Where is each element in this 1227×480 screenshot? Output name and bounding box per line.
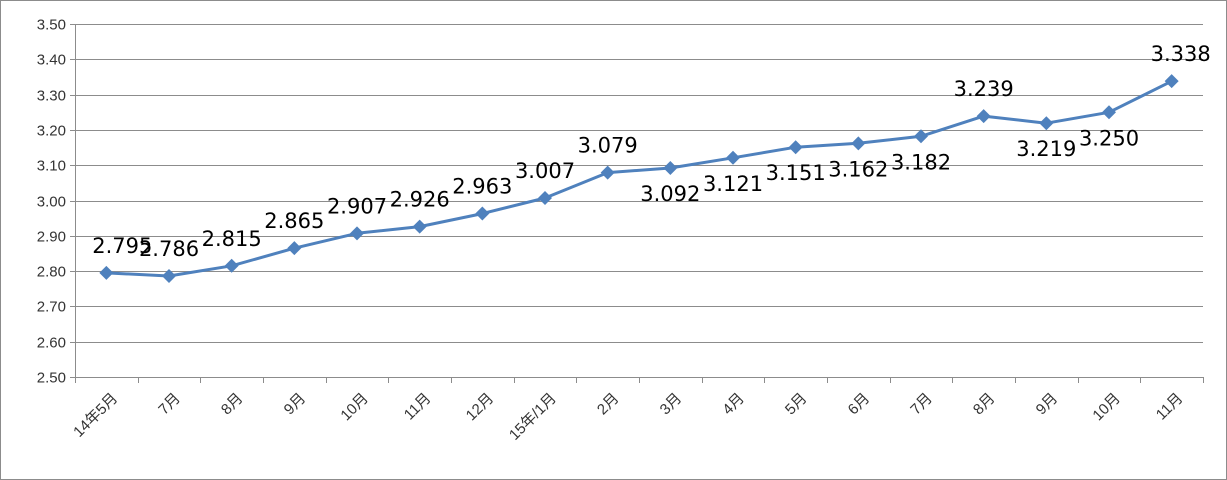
data-point-marker — [1102, 105, 1116, 120]
x-tick-label: 7月 — [155, 390, 184, 419]
x-tick-label: 9月 — [1033, 390, 1062, 419]
x-tick-label: 11月 — [1153, 390, 1187, 424]
data-point-marker — [99, 265, 114, 280]
data-point-marker — [287, 241, 302, 256]
x-tick-label: 8月 — [218, 390, 247, 419]
data-label: 3.338 — [1151, 42, 1211, 66]
x-tick-label: 11月 — [401, 390, 435, 424]
gridlines — [75, 24, 1203, 378]
data-point-marker — [726, 150, 740, 165]
data-label: 3.182 — [891, 150, 951, 174]
axes — [70, 24, 1204, 383]
x-tick-label: 15年/1月 — [506, 390, 560, 444]
data-point-marker — [976, 109, 991, 124]
data-point-marker — [538, 191, 552, 206]
data-label: 2.815 — [202, 227, 262, 251]
data-point-marker — [224, 258, 239, 273]
data-point-marker — [162, 269, 176, 284]
data-label: 2.963 — [452, 175, 512, 199]
series-line-path — [106, 79, 1173, 278]
y-tick-label: 2.90 — [37, 229, 66, 246]
data-point-marker — [475, 206, 490, 221]
data-point-marker — [1039, 116, 1054, 131]
x-tick-label: 2月 — [594, 390, 623, 419]
y-tick-label: 3.30 — [37, 88, 66, 105]
data-label: 3.007 — [515, 159, 575, 183]
data-point-marker — [1164, 74, 1179, 89]
x-tick-label: 7月 — [907, 390, 936, 419]
x-tick-label: 5月 — [782, 390, 811, 419]
y-tick-labels: 2.50 2.60 2.70 2.80 2.90 3.00 3.10 3.20 3.30 3.40… — [37, 17, 66, 387]
data-label: 2.865 — [264, 209, 324, 233]
x-tick-labels: 14年5月 7月 8月 9月 10月 11月 12月 15年/1月 2月 3月 4月 5月 6月 7月 8月… — [70, 390, 1186, 444]
x-tick-label: 8月 — [970, 390, 999, 419]
data-label: 3.079 — [578, 134, 638, 158]
y-tick-label: 2.80 — [37, 264, 66, 281]
series-line — [106, 79, 1173, 278]
y-tick-label: 3.50 — [37, 17, 66, 34]
data-markers — [99, 74, 1179, 284]
y-tick-label: 3.00 — [37, 194, 66, 211]
data-label: 3.239 — [954, 77, 1014, 101]
y-tick-label: 3.20 — [37, 123, 66, 140]
y-tick-label: 2.70 — [37, 299, 66, 316]
x-tick-label: 4月 — [719, 390, 748, 419]
y-tick-label: 3.40 — [37, 52, 66, 69]
x-tick-label: 12月 — [463, 390, 497, 424]
data-point-marker — [788, 140, 803, 155]
data-point-marker — [350, 226, 364, 241]
y-tick-label: 2.50 — [37, 370, 66, 387]
data-point-marker — [663, 161, 678, 176]
data-point-marker — [851, 136, 866, 151]
data-label: 3.250 — [1079, 126, 1139, 150]
data-label: 3.219 — [1016, 137, 1076, 161]
data-label: 3.151 — [766, 161, 826, 185]
data-point-marker — [914, 129, 928, 144]
data-label: 3.162 — [828, 157, 888, 181]
data-label: 3.092 — [640, 182, 700, 206]
data-point-marker — [412, 219, 427, 234]
x-tick-label: 6月 — [845, 390, 874, 419]
x-tick-label: 10月 — [1089, 390, 1123, 424]
y-tick-label: 2.60 — [37, 335, 66, 352]
x-tick-label: 9月 — [281, 390, 310, 419]
data-label: 2.926 — [390, 188, 450, 212]
data-label: 2.786 — [139, 237, 199, 261]
x-tick-label: 14年5月 — [70, 390, 121, 441]
x-tick-label: 10月 — [337, 390, 371, 424]
data-label: 2.907 — [327, 194, 387, 218]
data-label: 3.121 — [703, 172, 763, 196]
data-label: 2.795 — [92, 234, 152, 258]
data-point-marker — [600, 165, 615, 180]
x-tick-label: 3月 — [657, 390, 686, 419]
y-tick-label: 3.10 — [37, 158, 66, 175]
